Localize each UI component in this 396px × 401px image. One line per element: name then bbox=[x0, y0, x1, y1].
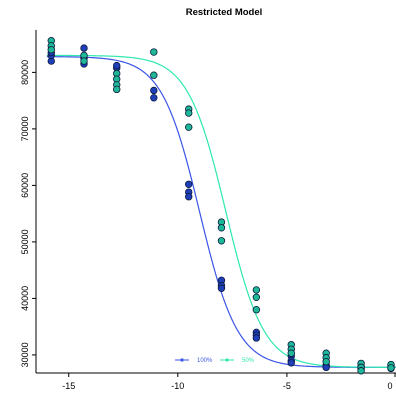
legend-marker bbox=[180, 358, 184, 362]
data-point bbox=[217, 284, 226, 292]
data-point bbox=[113, 61, 121, 70]
plot-area: -15 -10 -5 0 30000 40000 50000 60000 70000 80000 1… bbox=[20, 30, 396, 391]
x-tick-label: -15 bbox=[62, 381, 75, 391]
data-point bbox=[387, 364, 395, 372]
legend-label: 100% bbox=[197, 358, 213, 364]
legend-entry: 50% bbox=[220, 358, 255, 364]
data-point bbox=[252, 293, 261, 301]
legend-label: 50% bbox=[242, 358, 255, 364]
data-point bbox=[217, 237, 226, 245]
y-tick-label: 70000 bbox=[20, 116, 30, 141]
data-point bbox=[252, 334, 261, 342]
data-point bbox=[150, 86, 158, 95]
chart-title: Restricted Model bbox=[186, 7, 263, 18]
y-tick-label: 30000 bbox=[20, 342, 30, 367]
fit-curve-100pct bbox=[46, 56, 396, 368]
legend-entry: 100% bbox=[175, 358, 213, 364]
data-point bbox=[217, 224, 226, 232]
data-point bbox=[150, 48, 158, 56]
data-point bbox=[185, 180, 193, 188]
data-point bbox=[80, 57, 88, 65]
data-point bbox=[322, 357, 330, 366]
data-point bbox=[150, 94, 158, 102]
x-tick-label: 0 bbox=[387, 381, 392, 391]
y-tick-label: 40000 bbox=[20, 286, 30, 311]
y-tick-label: 80000 bbox=[20, 60, 30, 85]
legend-marker bbox=[225, 358, 229, 362]
data-point bbox=[47, 46, 55, 54]
series-100pct-points bbox=[47, 44, 395, 373]
data-point bbox=[113, 85, 121, 94]
data-point bbox=[185, 192, 193, 201]
data-point bbox=[287, 359, 295, 367]
data-point bbox=[150, 71, 158, 79]
fit-curve-50pct bbox=[46, 54, 396, 368]
x-tick-label: -10 bbox=[171, 381, 184, 391]
y-tick-label: 50000 bbox=[20, 229, 30, 254]
data-point bbox=[185, 123, 193, 131]
x-tick-label: -5 bbox=[283, 381, 291, 391]
data-point bbox=[252, 306, 261, 314]
data-point bbox=[80, 44, 88, 52]
data-point bbox=[357, 367, 365, 375]
data-point bbox=[252, 286, 261, 294]
data-point bbox=[185, 109, 193, 117]
data-point bbox=[287, 349, 295, 357]
y-tick-label: 60000 bbox=[20, 173, 30, 198]
series-50pct-points bbox=[47, 37, 395, 375]
